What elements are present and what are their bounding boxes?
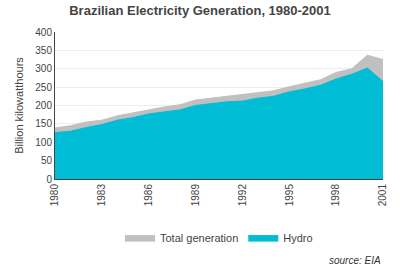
svg-text:200: 200 (35, 100, 52, 111)
svg-text:250: 250 (35, 82, 52, 93)
svg-text:1992: 1992 (237, 184, 248, 207)
svg-text:Brazilian Electricity Generati: Brazilian Electricity Generation, 1980-2… (69, 3, 331, 18)
svg-text:1989: 1989 (190, 184, 201, 207)
svg-text:Hydro: Hydro (283, 232, 312, 244)
svg-text:50: 50 (41, 155, 53, 166)
svg-text:100: 100 (35, 137, 52, 148)
svg-text:Billion kilowatthours: Billion kilowatthours (13, 57, 25, 154)
svg-text:400: 400 (35, 27, 52, 38)
svg-text:1995: 1995 (284, 184, 295, 207)
svg-text:2001: 2001 (377, 184, 388, 207)
svg-text:1980: 1980 (49, 184, 60, 207)
svg-text:300: 300 (35, 63, 52, 74)
svg-text:source: EIA: source: EIA (329, 255, 381, 266)
svg-text:150: 150 (35, 118, 52, 129)
svg-text:1983: 1983 (96, 184, 107, 207)
svg-text:0: 0 (46, 174, 52, 185)
svg-text:350: 350 (35, 45, 52, 56)
svg-text:Total generation: Total generation (160, 232, 238, 244)
svg-text:1998: 1998 (330, 184, 341, 207)
svg-text:1986: 1986 (143, 184, 154, 207)
